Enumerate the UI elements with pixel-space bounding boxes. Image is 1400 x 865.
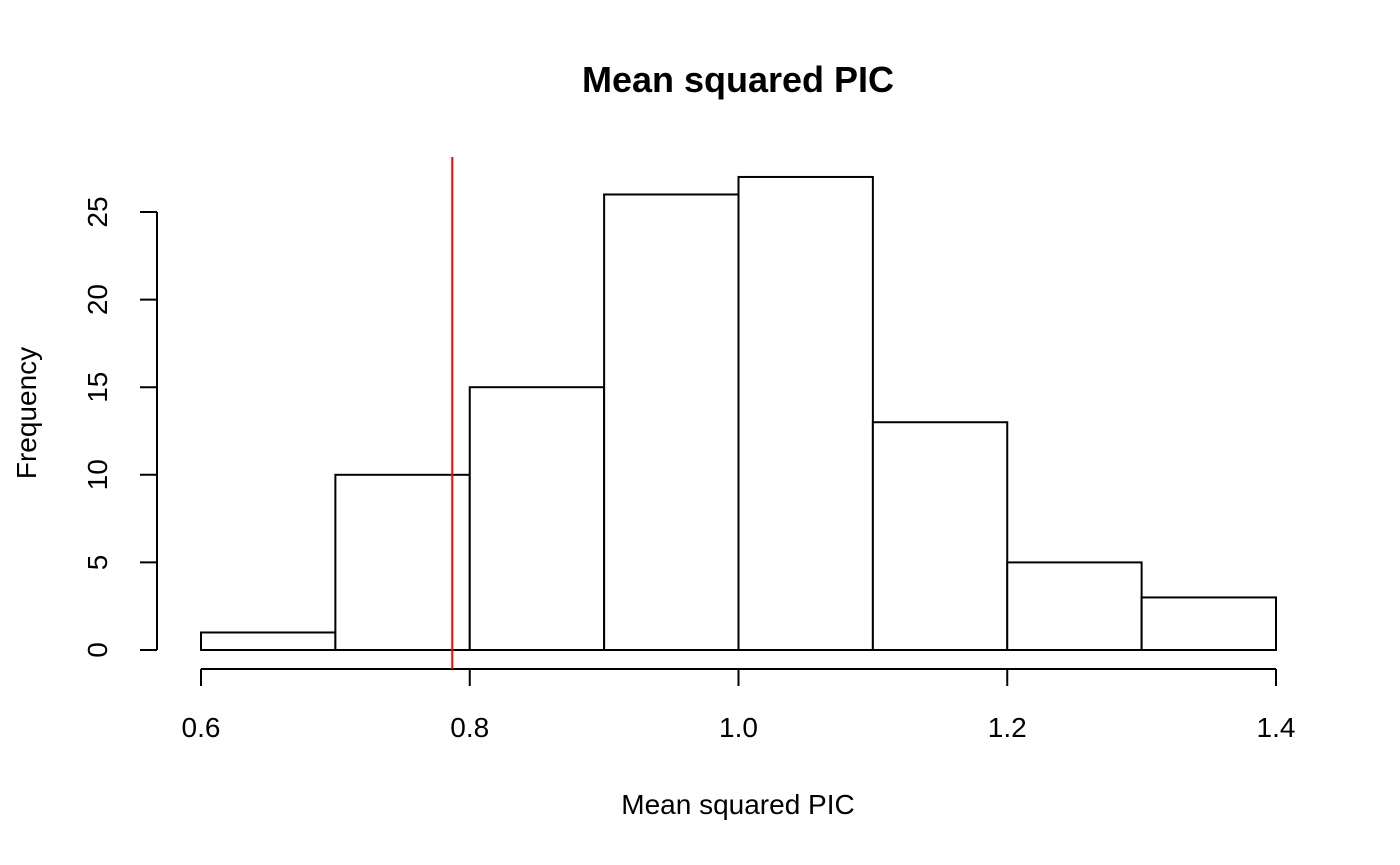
y-tick-label: 20 bbox=[82, 284, 113, 315]
x-tick-label: 0.6 bbox=[182, 712, 221, 743]
x-tick-label: 1.4 bbox=[1257, 712, 1296, 743]
chart-title: Mean squared PIC bbox=[582, 59, 894, 100]
x-tick-label: 1.2 bbox=[988, 712, 1027, 743]
y-axis-label: Frequency bbox=[11, 347, 42, 479]
histogram-bar bbox=[871, 421, 1009, 651]
histogram-bar bbox=[200, 631, 337, 651]
histogram-bar bbox=[737, 175, 874, 652]
plot-area: 0.6 0.8 1.0 1.2 1.4 0 5 10 15 20 25 bbox=[82, 157, 1295, 743]
histogram-bar bbox=[334, 473, 471, 651]
y-tick-label: 0 bbox=[82, 642, 113, 658]
histogram-bar bbox=[603, 193, 740, 651]
y-tick-label: 5 bbox=[82, 555, 113, 571]
histogram-bar bbox=[468, 386, 606, 651]
x-tick-label: 0.8 bbox=[450, 712, 489, 743]
y-tick-label: 10 bbox=[82, 459, 113, 490]
x-tick-label: 1.0 bbox=[719, 712, 758, 743]
y-tick-label: 25 bbox=[82, 196, 113, 227]
y-tick-label: 15 bbox=[82, 372, 113, 403]
x-axis-label: Mean squared PIC bbox=[621, 789, 854, 820]
histogram-bar bbox=[1006, 561, 1143, 652]
histogram-bar bbox=[1140, 596, 1277, 652]
